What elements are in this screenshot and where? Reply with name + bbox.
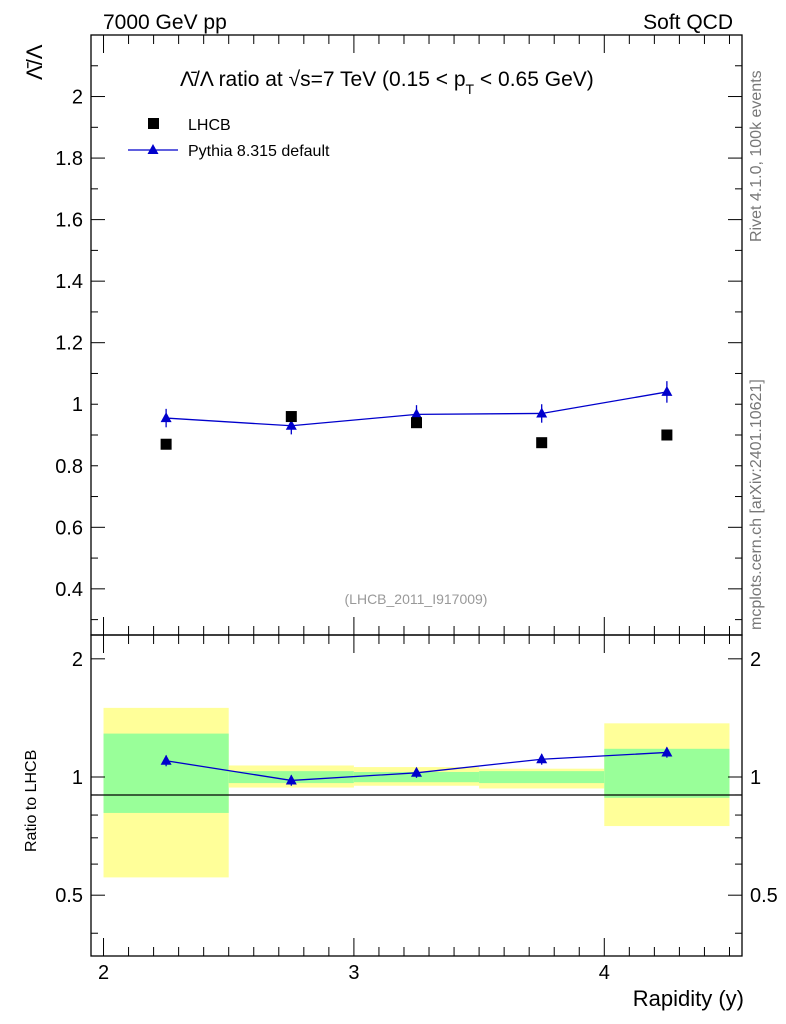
- rivet-label: Rivet 4.1.0, 100k events: [748, 70, 765, 242]
- x-axis-label: Rapidity (y): [633, 986, 744, 1011]
- ratio-band-green: [103, 733, 229, 813]
- lhcb-point: [160, 438, 172, 450]
- ratio-point: [285, 774, 297, 785]
- x-tick-label: 4: [599, 962, 610, 984]
- pythia-point: [411, 408, 422, 419]
- main-y-tick-label: 1.6: [55, 210, 83, 232]
- ratio-y-tick-label-right: 0.5: [750, 885, 778, 907]
- ratio-y-tick-label-left: 1: [72, 767, 83, 789]
- ratio-panel: 0.5 0.5 1 1 2 2 2 3 4 Ratio to LHCB Rapidity (y): [23, 634, 778, 1011]
- main-y-tick-labels: 0.4 0.6 0.8 1 1.2 1.4 1.6 1.8 2: [55, 87, 83, 601]
- main-y-tick-label: 0.8: [55, 456, 83, 478]
- title-subscript: T: [466, 81, 475, 97]
- title-end: < 0.65 GeV): [474, 68, 594, 91]
- pythia-point: [661, 385, 673, 396]
- main-y-tick-label: 1.8: [55, 148, 83, 170]
- main-y-tick-label: 1: [72, 394, 83, 416]
- ratio-y-tick-label-right: 1: [750, 767, 761, 789]
- x-tick-label: 2: [98, 962, 109, 984]
- legend-marker-lhcb: [148, 118, 159, 129]
- main-data: [160, 381, 673, 450]
- main-panel: 0.4 0.6 0.8 1 1.2 1.4 1.6 1.8 2 Λ̄/Λ ratio at √s…: [22, 34, 743, 636]
- main-y-tick-label: 2: [72, 87, 83, 109]
- legend-label-pythia: Pythia 8.315 default: [188, 143, 330, 160]
- ratio-point: [411, 766, 422, 777]
- ratio-point: [160, 754, 172, 765]
- ratio-point: [661, 746, 673, 757]
- ratio-y-axis-label: Ratio to LHCB: [23, 750, 40, 852]
- main-y-tick-label: 1.2: [55, 333, 83, 355]
- lhcb-point: [411, 417, 422, 429]
- legend-label-lhcb: LHCB: [188, 117, 231, 134]
- ratio-frame: [90, 634, 743, 957]
- ratio-point: [536, 753, 548, 764]
- ratio-y-tick-label-left: 0.5: [55, 885, 83, 907]
- analysis-watermark: (LHCB_2011_I917009): [345, 591, 488, 607]
- lhcb-point: [285, 411, 297, 423]
- header-category: Soft QCD: [643, 11, 733, 34]
- title-main: Λ̄/Λ ratio at √s=7 TeV (0.15 < p: [180, 68, 466, 91]
- ratio-bands: [103, 707, 730, 878]
- legend: LHCB Pythia 8.315 default: [128, 117, 330, 160]
- header-energy: 7000 GeV pp: [103, 11, 227, 34]
- ratio-y-tick-label-right: 2: [750, 649, 761, 671]
- main-y-tick-label: 1.4: [55, 271, 83, 293]
- ratio-axis-ticks: [91, 635, 742, 956]
- ratio-data: [160, 746, 673, 786]
- lhcb-point: [536, 437, 548, 449]
- x-tick-label: 3: [348, 962, 359, 984]
- main-plot-title: Λ̄/Λ ratio at √s=7 TeV (0.15 < pT < 0.65…: [180, 68, 594, 97]
- pythia-point: [536, 407, 548, 418]
- ratio-tick-labels: 0.5 0.5 1 1 2 2 2 3 4: [55, 649, 778, 984]
- main-y-tick-label: 0.4: [55, 579, 83, 601]
- ratio-band-green: [479, 771, 605, 784]
- pythia-point: [160, 412, 172, 423]
- main-y-tick-label: 0.6: [55, 517, 83, 539]
- lhcb-point: [661, 429, 673, 441]
- legend-marker-pythia: [147, 144, 159, 154]
- main-y-axis-label: Λ̄/Λ: [22, 44, 47, 80]
- pythia-point: [285, 419, 297, 430]
- mcplots-label: mcplots.cern.ch [arXiv:2401.10621]: [748, 379, 765, 630]
- ratio-y-tick-label-left: 2: [72, 649, 83, 671]
